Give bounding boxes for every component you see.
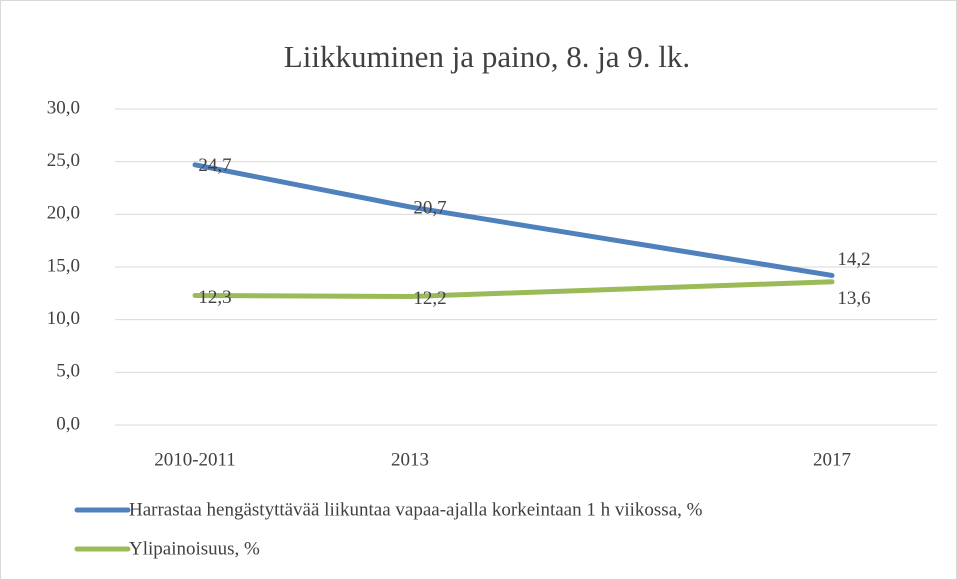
y-tick-label: 25,0	[47, 150, 80, 171]
y-tick-label: 30,0	[47, 97, 80, 118]
data-label: 12,3	[198, 287, 231, 308]
series-line	[192, 162, 835, 278]
data-label: 13,6	[837, 288, 870, 309]
series-line	[192, 279, 835, 299]
legend-label: Harrastaa hengästyttävää liikuntaa vapaa…	[129, 499, 703, 520]
y-tick-label: 10,0	[47, 308, 80, 329]
y-tick-label: 15,0	[47, 255, 80, 276]
x-tick-label: 2017	[813, 449, 851, 470]
y-tick-label: 20,0	[47, 203, 80, 224]
y-tick-label: 5,0	[56, 361, 80, 382]
data-label: 20,7	[413, 197, 446, 218]
x-tick-label: 2013	[391, 449, 429, 470]
data-label: 24,7	[198, 155, 231, 176]
data-label: 12,2	[413, 288, 446, 309]
x-tick-label: 2010-2011	[154, 449, 236, 470]
y-tick-label: 0,0	[56, 413, 80, 434]
data-label: 14,2	[837, 249, 870, 270]
legend-label: Ylipainoisuus, %	[129, 538, 260, 559]
chart-title: Liikkuminen ja paino, 8. ja 9. lk.	[284, 39, 690, 74]
